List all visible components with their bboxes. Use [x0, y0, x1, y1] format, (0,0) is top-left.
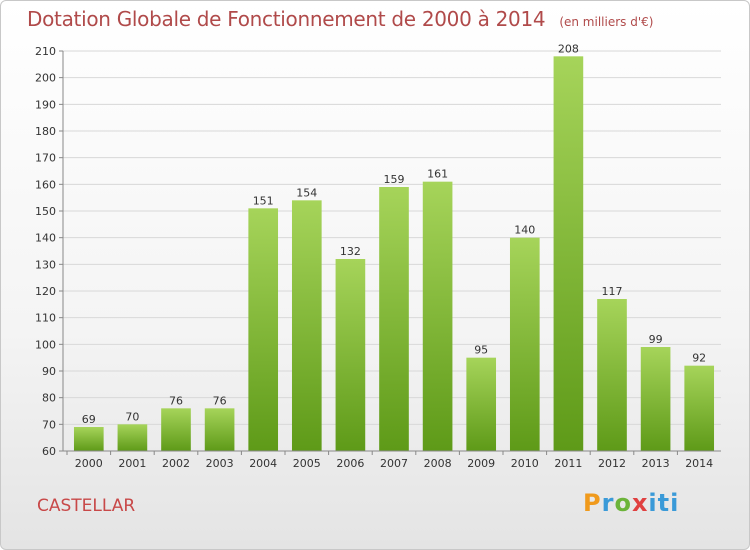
y-tick-label: 120 [35, 285, 56, 298]
x-tick-label: 2001 [118, 457, 146, 470]
y-tick-label: 190 [35, 98, 56, 111]
bar-value-label: 208 [558, 42, 579, 55]
x-tick-label: 2006 [336, 457, 364, 470]
proxiti-logo: Proxiti [583, 489, 680, 517]
chart-title-main: Dotation Globale de Fonctionnement de 20… [27, 7, 546, 31]
bar-2014 [684, 365, 715, 451]
y-tick-label: 200 [35, 72, 56, 85]
bars: 69 70 76 76 151 154 132 159 161 95 140 208 117 99 92 [73, 42, 715, 451]
x-tick-label: 2013 [642, 457, 670, 470]
bar-value-label: 76 [213, 394, 227, 407]
bar-value-label: 132 [340, 245, 361, 258]
y-tick-label: 110 [35, 312, 56, 325]
bar-2000 [73, 427, 104, 451]
chart-subtitle: (en milliers d'€) [559, 15, 654, 29]
y-tick-label: 140 [35, 232, 56, 245]
bar-value-label: 99 [649, 333, 663, 346]
bar-2010 [509, 237, 540, 451]
bar-value-label: 140 [514, 224, 535, 237]
x-tick-label: 2008 [424, 457, 452, 470]
bar-2012 [597, 299, 627, 451]
bar-2013 [640, 347, 671, 451]
bar-2007 [379, 187, 409, 451]
y-tick-label: 100 [35, 338, 56, 351]
bar-2009 [466, 357, 497, 451]
x-tick-label: 2014 [685, 457, 713, 470]
bar-2005 [291, 200, 322, 451]
y-tick-label: 60 [42, 445, 56, 458]
bar-value-label: 161 [427, 168, 448, 181]
bar-value-label: 117 [602, 285, 623, 298]
x-tick-label: 2005 [293, 457, 321, 470]
bar-value-label: 151 [253, 194, 274, 207]
x-tick-label: 2002 [162, 457, 190, 470]
bar-2002 [161, 408, 191, 451]
commune-name: CASTELLAR [37, 496, 136, 516]
y-tick-label: 80 [42, 392, 56, 405]
bar-value-label: 76 [169, 394, 183, 407]
y-tick-label: 160 [35, 178, 56, 191]
x-tick-label: 2009 [467, 457, 495, 470]
axes: 60 70 80 90 100 110 120 130 140 150 160 170 180 190 20… [35, 45, 721, 470]
bar-value-label: 70 [125, 410, 139, 423]
y-tick-label: 180 [35, 125, 56, 138]
y-tick-label: 90 [42, 365, 56, 378]
bar-value-label: 69 [82, 413, 96, 426]
bar-2011 [553, 56, 584, 451]
y-tick-label: 210 [35, 45, 56, 58]
bar-value-label: 159 [384, 173, 405, 186]
y-tick-label: 130 [35, 258, 56, 271]
bar-2006 [335, 259, 366, 451]
chart-title: Dotation Globale de Fonctionnement de 20… [27, 7, 653, 31]
bar-2008 [422, 181, 453, 451]
bar-2004 [248, 208, 279, 451]
bar-value-label: 92 [692, 352, 706, 365]
x-tick-label: 2000 [75, 457, 103, 470]
bar-value-label: 95 [474, 344, 488, 357]
y-tick-label: 70 [42, 418, 56, 431]
x-tick-label: 2007 [380, 457, 408, 470]
x-tick-label: 2011 [554, 457, 582, 470]
bar-2003 [204, 408, 235, 451]
bar-2001 [117, 424, 148, 451]
y-tick-label: 170 [35, 152, 56, 165]
x-tick-label: 2003 [206, 457, 234, 470]
bar-value-label: 154 [296, 186, 317, 199]
y-tick-label: 150 [35, 205, 56, 218]
x-tick-label: 2004 [249, 457, 277, 470]
x-tick-label: 2012 [598, 457, 626, 470]
x-tick-label: 2010 [511, 457, 539, 470]
